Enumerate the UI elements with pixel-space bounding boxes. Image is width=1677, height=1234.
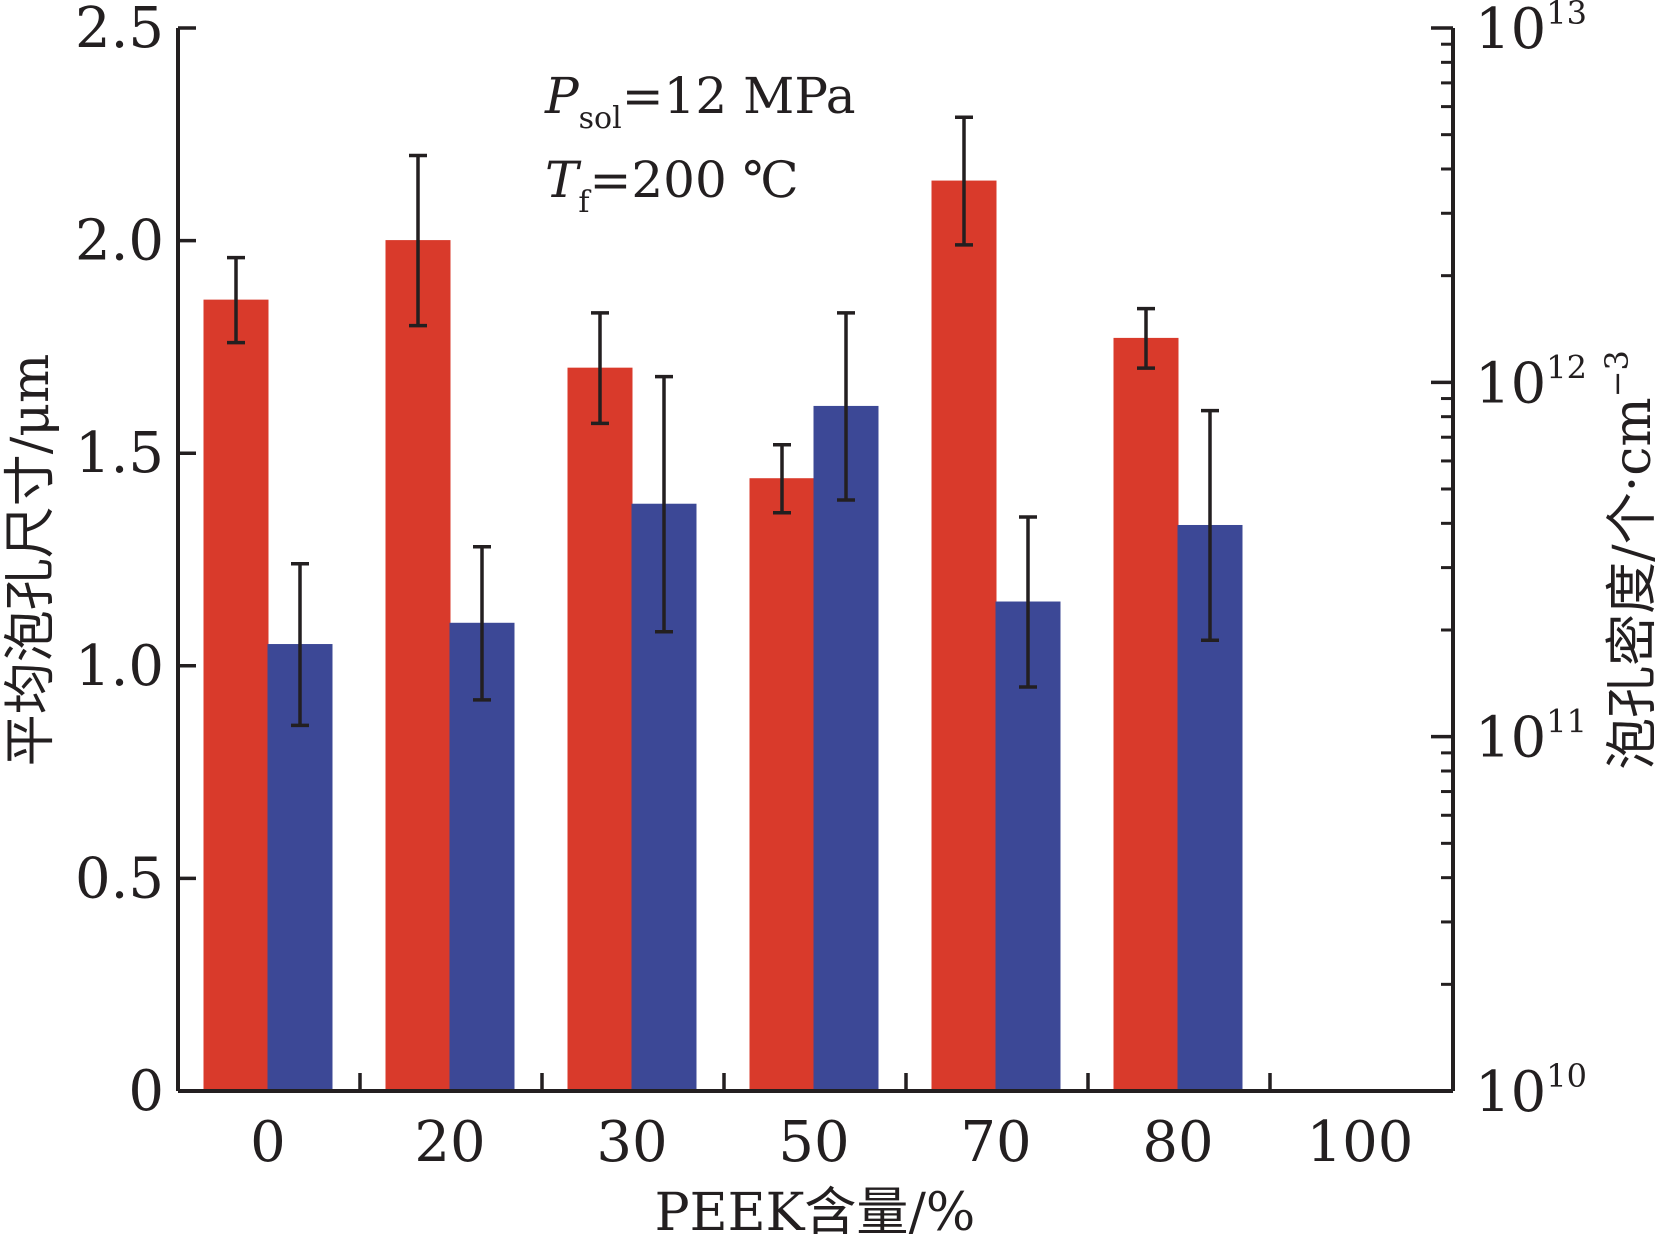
annotation-pressure-symbol: P bbox=[544, 67, 580, 125]
annotations: Psol=12 MPa Tf=200 ℃ bbox=[544, 67, 856, 220]
y2-axis-title-main: 泡孔密度/个·cm bbox=[1603, 397, 1663, 769]
bar-series1-20 bbox=[385, 240, 451, 1092]
y-tick-label: 2.5 bbox=[75, 0, 164, 61]
y-tick-label: 1.5 bbox=[75, 421, 164, 486]
y2-tick-label: 1013 bbox=[1475, 0, 1587, 62]
error-bar-series2-50 bbox=[837, 311, 855, 502]
error-bar-series2-30 bbox=[655, 374, 673, 634]
x-tick-label: 30 bbox=[596, 1110, 667, 1175]
bar-series1-80 bbox=[1113, 337, 1179, 1092]
error-bar-series1-70 bbox=[955, 115, 973, 247]
y2-tick-exp: 11 bbox=[1546, 703, 1587, 741]
axes-frame bbox=[176, 28, 1455, 1093]
x-tick-label: 20 bbox=[414, 1110, 485, 1175]
bar-series1-30 bbox=[567, 367, 633, 1092]
y2-tick-label: 1012 bbox=[1475, 348, 1587, 416]
x-tick-label: 50 bbox=[778, 1110, 849, 1175]
error-bar-series1-30 bbox=[591, 311, 609, 426]
y2-tick-base: 10 bbox=[1475, 351, 1546, 416]
y-axis-title: 平均泡孔尺寸/μm bbox=[1, 354, 61, 767]
bar-series1-70 bbox=[931, 180, 997, 1092]
annotation-pressure-sub: sol bbox=[579, 101, 622, 136]
y2-tick-exp: 10 bbox=[1546, 1057, 1587, 1095]
error-bar-series1-50 bbox=[773, 442, 791, 515]
error-bar-series2-0 bbox=[291, 562, 309, 728]
y-tick-label: 0 bbox=[128, 1059, 164, 1124]
error-bar-series1-80 bbox=[1137, 306, 1155, 370]
y-tick-label: 0.5 bbox=[75, 846, 164, 911]
left-axis-ticks: 0 0.5 1.0 1.5 2.0 2.5 bbox=[75, 0, 196, 1124]
annotation-pressure-rest: =12 MPa bbox=[622, 67, 856, 125]
y-tick-label: 1.0 bbox=[75, 634, 164, 699]
y2-axis-title-sup: −3 bbox=[1598, 350, 1636, 397]
x-tick-label: 100 bbox=[1307, 1110, 1414, 1175]
bars-layer bbox=[203, 180, 1243, 1092]
bar-series1-50 bbox=[749, 478, 815, 1092]
x-tick-label: 70 bbox=[960, 1110, 1031, 1175]
y2-tick-base: 10 bbox=[1475, 706, 1546, 771]
bar-series2-50 bbox=[813, 405, 879, 1092]
y2-tick-exp: 12 bbox=[1546, 348, 1587, 386]
y2-axis-title: 泡孔密度/个·cm−3 bbox=[1598, 350, 1663, 770]
annotation-temperature-sub: f bbox=[578, 185, 591, 220]
x-axis-ticks: 0 20 30 50 70 80 100 bbox=[250, 1073, 1413, 1175]
x-tick-label: 0 bbox=[250, 1110, 286, 1175]
error-bars-layer bbox=[227, 115, 1219, 728]
annotation-temperature-symbol: T bbox=[545, 151, 582, 209]
annotation-temperature: Tf=200 ℃ bbox=[545, 151, 799, 220]
y2-tick-base: 10 bbox=[1475, 1060, 1546, 1125]
error-bar-series2-80 bbox=[1201, 408, 1219, 643]
annotation-temperature-rest: =200 ℃ bbox=[589, 151, 798, 209]
error-bar-series1-20 bbox=[409, 153, 427, 328]
y2-tick-base: 10 bbox=[1475, 0, 1546, 62]
annotation-pressure: Psol=12 MPa bbox=[544, 67, 856, 136]
y-tick-label: 2.0 bbox=[75, 209, 164, 274]
error-bar-series1-0 bbox=[227, 255, 245, 345]
x-tick-label: 80 bbox=[1142, 1110, 1213, 1175]
error-bar-series2-70 bbox=[1019, 515, 1037, 689]
y2-tick-exp: 13 bbox=[1546, 0, 1587, 32]
y2-tick-label: 1011 bbox=[1475, 703, 1587, 771]
error-bar-series2-20 bbox=[473, 544, 491, 702]
x-axis-title: PEEK含量/% bbox=[655, 1183, 976, 1234]
bar-series1-0 bbox=[203, 299, 269, 1092]
y2-tick-label: 1010 bbox=[1475, 1057, 1587, 1125]
